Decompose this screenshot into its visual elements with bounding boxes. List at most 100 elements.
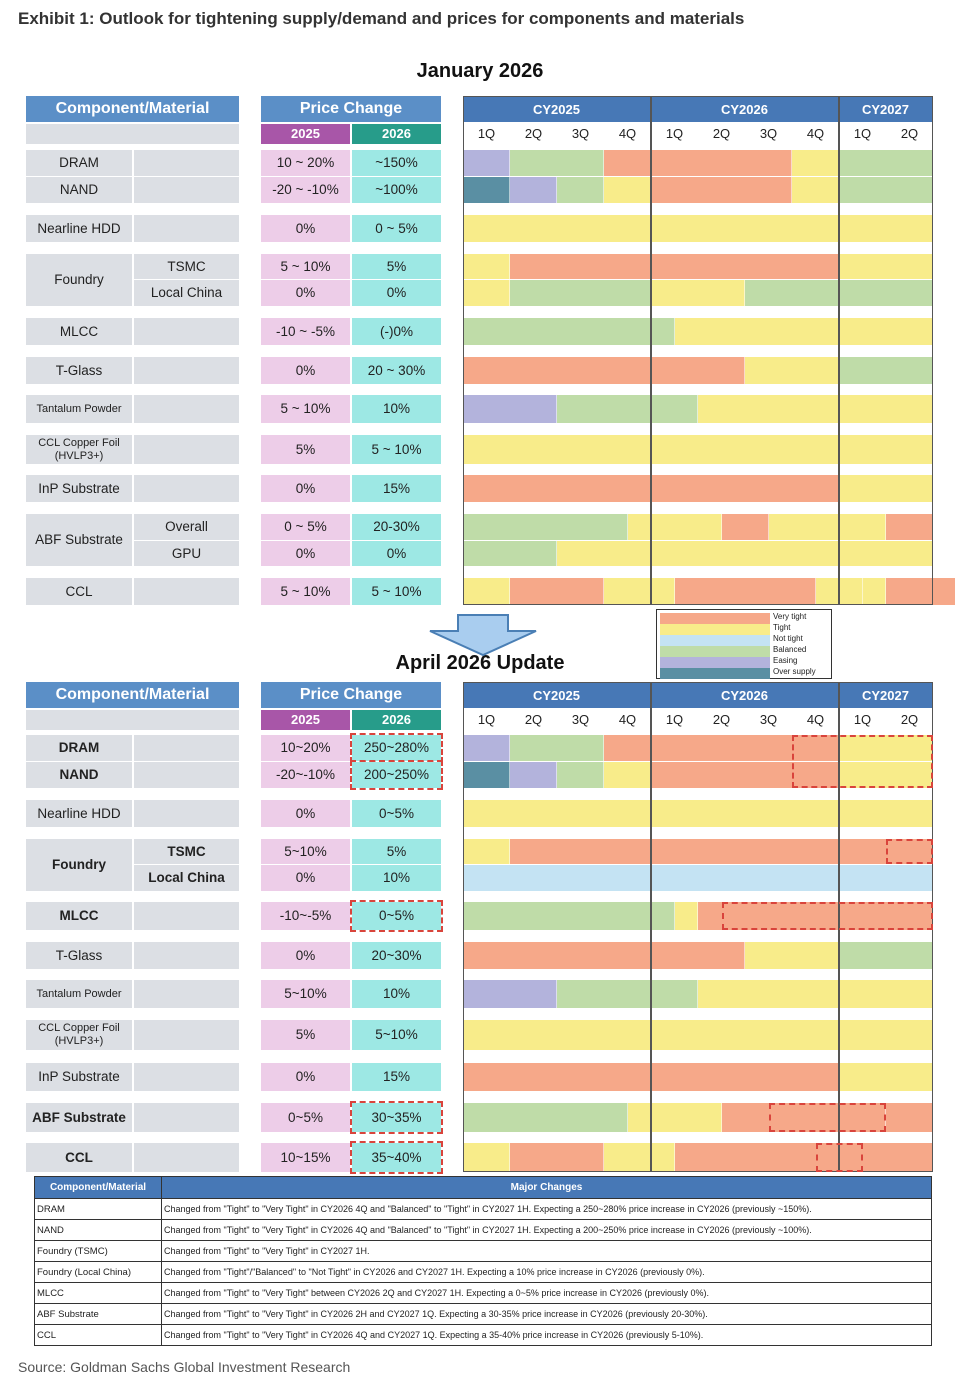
price-change-2025: -20~-10% bbox=[261, 762, 350, 788]
price-change-2026: 20~30% bbox=[352, 942, 441, 969]
component-subname: Local China bbox=[134, 280, 239, 306]
price-change-2026: 5~10% bbox=[352, 1020, 441, 1050]
price-change-2026: 5 ~ 10% bbox=[352, 435, 441, 464]
status-segment-tight bbox=[839, 1063, 933, 1091]
status-segment-balanced bbox=[463, 1103, 628, 1132]
price-change-2026: ~100% bbox=[352, 177, 441, 203]
price-change-2025: 0% bbox=[261, 357, 350, 384]
status-segment-easing bbox=[463, 150, 510, 176]
status-segment-tight bbox=[839, 541, 933, 566]
quarter-label: 2Q bbox=[510, 708, 557, 730]
price-change-2025: 0% bbox=[261, 215, 350, 242]
status-segment-easing bbox=[510, 762, 557, 788]
status-segment-tight bbox=[698, 980, 839, 1008]
status-segment-tight bbox=[463, 1020, 651, 1050]
status-segment-tight bbox=[839, 395, 933, 423]
component-sub-blank bbox=[134, 942, 239, 969]
quarter-label: 2Q bbox=[510, 122, 557, 144]
status-segment-balanced bbox=[510, 150, 604, 176]
year-divider bbox=[838, 96, 840, 605]
status-segment-tight bbox=[792, 150, 839, 176]
status-segment-tight bbox=[651, 541, 839, 566]
status-segment-balanced bbox=[651, 980, 698, 1008]
status-segment-very-tight bbox=[651, 735, 839, 761]
changed-price-highlight bbox=[350, 1101, 443, 1134]
price-change-2025: 5% bbox=[261, 1020, 350, 1050]
component-name: MLCC bbox=[26, 902, 132, 930]
major-change-row: Foundry (TSMC) Changed from "Tight" to "V… bbox=[34, 1240, 932, 1262]
price-change-2026: 20 ~ 30% bbox=[352, 357, 441, 384]
major-change-component: Foundry (TSMC) bbox=[34, 1240, 162, 1262]
status-segment-tight bbox=[839, 318, 933, 345]
status-segment-balanced bbox=[651, 902, 675, 930]
quarter-label: 1Q bbox=[839, 122, 886, 144]
component-name: CCL bbox=[26, 1143, 132, 1172]
status-segment-tight bbox=[463, 1143, 510, 1172]
changed-period-highlight bbox=[886, 839, 933, 864]
status-segment-tight bbox=[463, 578, 510, 605]
status-segment-tight bbox=[463, 280, 510, 306]
status-segment-very-tight bbox=[839, 1143, 933, 1172]
status-segment-very-tight bbox=[886, 1103, 933, 1132]
price-change-2026: 0% bbox=[352, 280, 441, 306]
component-name: Nearline HDD bbox=[26, 800, 132, 827]
status-segment-very-tight bbox=[604, 150, 651, 176]
quarter-label: 2Q bbox=[698, 122, 745, 144]
year-divider bbox=[650, 96, 652, 605]
status-segment-tight bbox=[463, 215, 651, 242]
status-segment-very-tight bbox=[651, 177, 792, 203]
price-change-2025: -10~-5% bbox=[261, 902, 350, 930]
major-change-component: DRAM bbox=[34, 1198, 162, 1220]
price-change-2025: -20 ~ -10% bbox=[261, 177, 350, 203]
legend-label-balanced: Balanced bbox=[773, 645, 807, 654]
status-segment-balanced bbox=[839, 357, 933, 384]
status-segment-very-tight bbox=[721, 1103, 886, 1132]
status-segment-very-tight bbox=[651, 1063, 839, 1091]
status-segment-very-tight bbox=[651, 839, 839, 864]
component-name: Foundry bbox=[26, 254, 132, 306]
price-change-2026: 5% bbox=[352, 254, 441, 279]
section-title: April 2026 Update bbox=[395, 652, 565, 674]
quarter-label: 3Q bbox=[557, 708, 604, 730]
status-segment-very-tight bbox=[651, 475, 839, 502]
status-segment-over-supply bbox=[463, 762, 510, 788]
status-segment-tight bbox=[674, 902, 698, 930]
status-segment-very-tight bbox=[674, 1143, 839, 1172]
changed-price-highlight bbox=[350, 900, 443, 932]
status-segment-tight bbox=[839, 215, 933, 242]
component-subname: TSMC bbox=[134, 254, 239, 279]
status-segment-tight bbox=[839, 1020, 933, 1050]
major-change-component: MLCC bbox=[34, 1282, 162, 1304]
status-segment-balanced bbox=[557, 395, 651, 423]
changed-period-highlight bbox=[721, 902, 933, 930]
price-change-2026: 0~5% bbox=[352, 902, 441, 930]
price-change-2025: 0% bbox=[261, 1063, 350, 1091]
price-change-2025: 10 ~ 20% bbox=[261, 150, 350, 176]
legend-label-very-tight: Very tight bbox=[773, 612, 807, 621]
component-sub-blank bbox=[134, 177, 239, 203]
price-change-2026: 0~5% bbox=[352, 800, 441, 827]
header-year-2026: 2026 bbox=[352, 710, 441, 730]
quarter-label: 4Q bbox=[604, 122, 651, 144]
status-segment-very-tight bbox=[721, 514, 769, 540]
quarter-label: 1Q bbox=[463, 122, 510, 144]
price-change-2026: 5 ~ 10% bbox=[352, 578, 441, 605]
component-sub-blank bbox=[134, 357, 239, 384]
status-segment-balanced bbox=[510, 280, 651, 306]
status-segment-tight bbox=[604, 1143, 651, 1172]
status-segment-easing bbox=[463, 395, 557, 423]
component-name: DRAM bbox=[26, 735, 132, 761]
status-segment-balanced bbox=[510, 735, 604, 761]
status-segment-over-supply bbox=[463, 177, 510, 203]
major-change-component: ABF Substrate bbox=[34, 1303, 162, 1325]
quarter-label: 3Q bbox=[557, 122, 604, 144]
price-change-2025: 0% bbox=[261, 800, 350, 827]
status-segment-tight bbox=[768, 514, 886, 540]
status-segment-balanced bbox=[839, 942, 933, 969]
price-change-2026: 15% bbox=[352, 475, 441, 502]
status-segment-tight bbox=[604, 177, 651, 203]
price-change-2026: 0 ~ 5% bbox=[352, 215, 441, 242]
component-subname: TSMC bbox=[134, 839, 239, 864]
major-change-description: Changed from "Tight" to "Very Tight" in … bbox=[161, 1240, 932, 1262]
quarter-label: 2Q bbox=[698, 708, 745, 730]
